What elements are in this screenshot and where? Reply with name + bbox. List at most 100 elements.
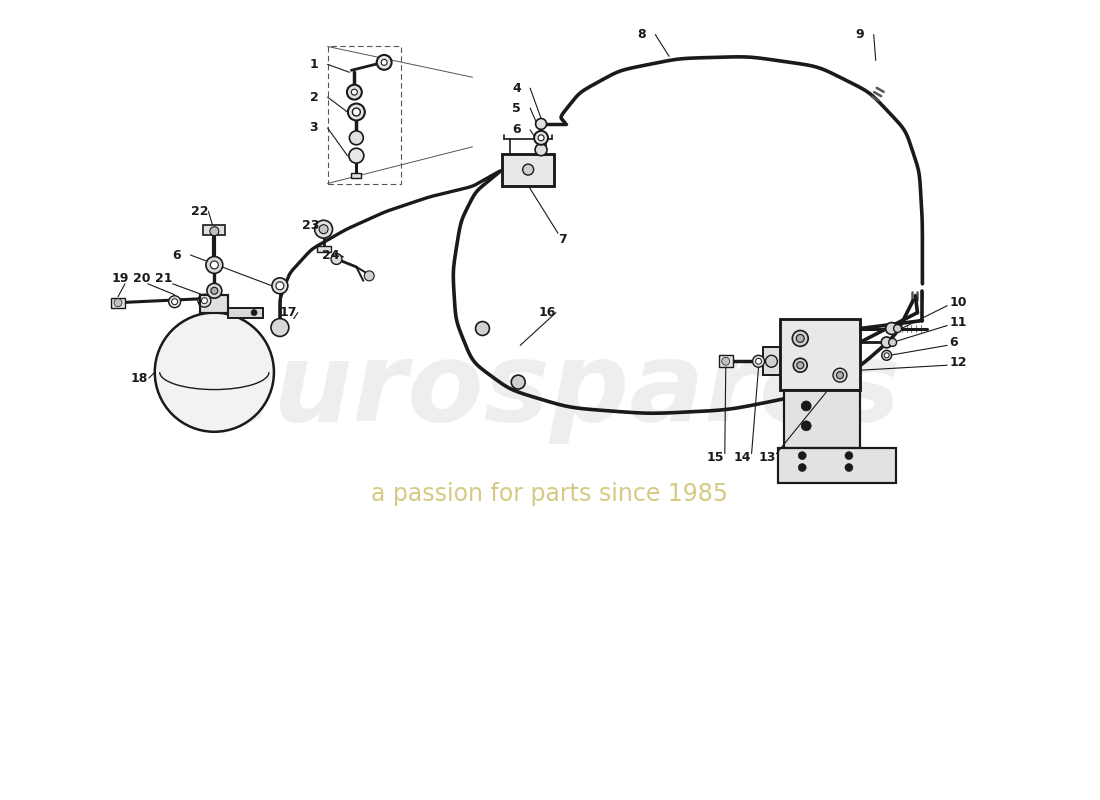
Bar <box>111 298 125 308</box>
Circle shape <box>319 225 328 234</box>
Circle shape <box>348 103 365 121</box>
Text: 14: 14 <box>734 451 751 464</box>
Text: 11: 11 <box>949 316 967 329</box>
Circle shape <box>207 283 222 298</box>
Circle shape <box>756 358 761 364</box>
Circle shape <box>836 372 844 378</box>
Bar <box>503 154 554 186</box>
Circle shape <box>251 310 257 315</box>
Bar <box>718 355 733 367</box>
Circle shape <box>833 368 847 382</box>
Circle shape <box>893 325 902 333</box>
Circle shape <box>475 322 490 335</box>
Text: 3: 3 <box>310 122 318 134</box>
Circle shape <box>722 358 729 366</box>
Circle shape <box>796 334 804 342</box>
Circle shape <box>535 144 547 156</box>
Bar <box>351 173 361 178</box>
Text: 17: 17 <box>279 306 297 319</box>
Bar <box>328 46 402 183</box>
Circle shape <box>210 226 219 236</box>
Text: 18: 18 <box>131 372 149 385</box>
Text: 20: 20 <box>133 272 151 286</box>
Bar <box>229 308 263 318</box>
Bar <box>780 318 860 390</box>
Text: 19: 19 <box>111 272 129 286</box>
Circle shape <box>271 318 289 337</box>
Bar <box>204 226 226 235</box>
Circle shape <box>198 294 211 307</box>
Circle shape <box>349 148 364 163</box>
Text: 16: 16 <box>538 306 556 319</box>
Text: 22: 22 <box>190 205 208 218</box>
Circle shape <box>351 89 358 95</box>
Circle shape <box>881 337 892 348</box>
Text: 2: 2 <box>310 90 318 104</box>
Text: 1: 1 <box>310 58 318 71</box>
Circle shape <box>512 375 525 389</box>
Text: eurospares: eurospares <box>199 337 901 443</box>
Bar <box>229 308 263 318</box>
Text: 15: 15 <box>707 451 725 464</box>
Circle shape <box>172 298 177 305</box>
Circle shape <box>331 254 342 265</box>
Circle shape <box>346 85 362 100</box>
Circle shape <box>793 358 807 372</box>
Bar <box>503 154 554 186</box>
Text: 13: 13 <box>759 451 775 464</box>
Text: 5: 5 <box>513 102 521 114</box>
Bar <box>784 390 860 448</box>
Bar <box>779 448 895 483</box>
Circle shape <box>522 164 534 175</box>
Circle shape <box>752 355 764 367</box>
Circle shape <box>272 278 288 294</box>
Text: a passion for parts since 1985: a passion for parts since 1985 <box>372 482 728 506</box>
Circle shape <box>276 282 284 290</box>
Circle shape <box>211 287 218 294</box>
Circle shape <box>535 131 548 145</box>
Circle shape <box>376 55 392 70</box>
Circle shape <box>364 271 374 281</box>
Bar <box>200 294 229 313</box>
Circle shape <box>201 298 208 304</box>
Circle shape <box>801 421 811 430</box>
Bar <box>784 390 860 448</box>
Circle shape <box>889 338 896 346</box>
Text: 23: 23 <box>301 218 319 232</box>
Circle shape <box>536 118 547 130</box>
Circle shape <box>114 298 122 306</box>
Circle shape <box>796 362 804 369</box>
Circle shape <box>792 330 808 346</box>
Circle shape <box>799 452 806 459</box>
Circle shape <box>206 257 223 274</box>
Circle shape <box>766 355 778 367</box>
Bar <box>317 246 330 252</box>
Text: 24: 24 <box>321 249 339 262</box>
Circle shape <box>845 452 853 459</box>
Bar <box>780 318 860 390</box>
Text: 21: 21 <box>155 272 173 286</box>
Text: 7: 7 <box>558 233 566 246</box>
Text: 6: 6 <box>173 249 182 262</box>
Text: 9: 9 <box>856 28 865 41</box>
Circle shape <box>799 463 806 471</box>
Bar <box>762 347 780 375</box>
Circle shape <box>168 296 180 308</box>
Text: 4: 4 <box>513 82 521 94</box>
Circle shape <box>801 401 811 411</box>
Bar <box>779 448 895 483</box>
Circle shape <box>352 108 361 116</box>
Circle shape <box>315 220 332 238</box>
Circle shape <box>845 463 853 471</box>
Circle shape <box>350 131 363 145</box>
Circle shape <box>538 135 544 141</box>
Bar <box>200 294 229 313</box>
Circle shape <box>210 261 218 269</box>
Circle shape <box>155 313 274 432</box>
Bar <box>762 347 780 375</box>
Text: 6: 6 <box>513 123 521 136</box>
Circle shape <box>884 353 889 358</box>
Text: 10: 10 <box>949 296 967 309</box>
Circle shape <box>382 59 387 66</box>
Circle shape <box>882 350 892 360</box>
